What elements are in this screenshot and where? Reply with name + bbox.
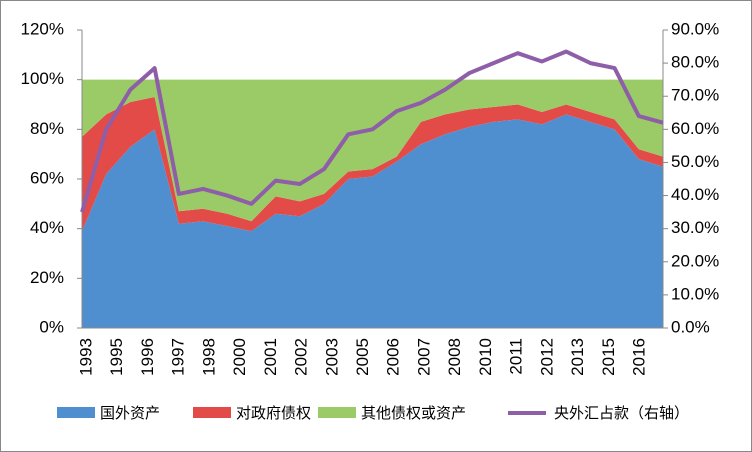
x-tick-label: 2016 [629, 338, 648, 376]
y-tick-label: 120% [21, 19, 64, 38]
x-tick-label: 2000 [230, 338, 249, 376]
x-tick-label: 1993 [76, 338, 95, 376]
area [82, 97, 663, 232]
x-tick-label: 2008 [445, 338, 464, 376]
legend-swatch [193, 407, 231, 418]
area [82, 114, 663, 328]
y-tick-label: 100% [21, 69, 64, 88]
y-tick-label: 20% [30, 268, 64, 287]
y-tick-label: 40% [30, 218, 64, 237]
x-tick-label: 1996 [138, 338, 157, 376]
legend-swatch [57, 407, 95, 418]
x-tick-label: 2002 [292, 338, 311, 376]
y2-tick-label: 0.0% [671, 317, 710, 336]
y-tick-label: 60% [30, 168, 64, 187]
y2-tick-label: 60.0% [671, 119, 719, 138]
legend-swatch [318, 407, 356, 418]
x-tick-label: 2015 [599, 338, 618, 376]
y2-tick-label: 70.0% [671, 86, 719, 105]
x-tick-label: 2006 [384, 338, 403, 376]
legend-label: 国外资产 [100, 405, 160, 422]
y2-tick-label: 20.0% [671, 251, 719, 270]
line [80, 49, 664, 213]
x-tick-label: 2013 [568, 338, 587, 376]
y2-tick-label: 90.0% [671, 19, 719, 38]
x-tick-label: 1995 [107, 338, 126, 376]
y2-tick-label: 30.0% [671, 218, 719, 237]
x-tick-label: 1997 [169, 338, 188, 376]
y-tick-label: 80% [30, 119, 64, 138]
x-tick-label: 2005 [353, 338, 372, 376]
x-tick-label: 2003 [322, 338, 341, 376]
x-tick-label: 2001 [261, 338, 280, 376]
y2-tick-label: 40.0% [671, 185, 719, 204]
legend-label: 其他债权或资产 [361, 405, 466, 422]
y-tick-label: 0% [39, 317, 64, 336]
x-tick-label: 2010 [476, 338, 495, 376]
x-tick-label: 2011 [507, 338, 526, 375]
area [82, 79, 663, 222]
x-tick-label: 1998 [199, 338, 218, 376]
y2-tick-label: 10.0% [671, 284, 719, 303]
legend-label: 央外汇占款（右轴） [554, 405, 689, 422]
y2-tick-label: 50.0% [671, 152, 719, 171]
legend-label: 对政府债权 [236, 405, 311, 422]
x-tick-label: 2007 [414, 338, 433, 376]
x-tick-label: 2012 [537, 338, 556, 376]
y2-tick-label: 80.0% [671, 53, 719, 72]
